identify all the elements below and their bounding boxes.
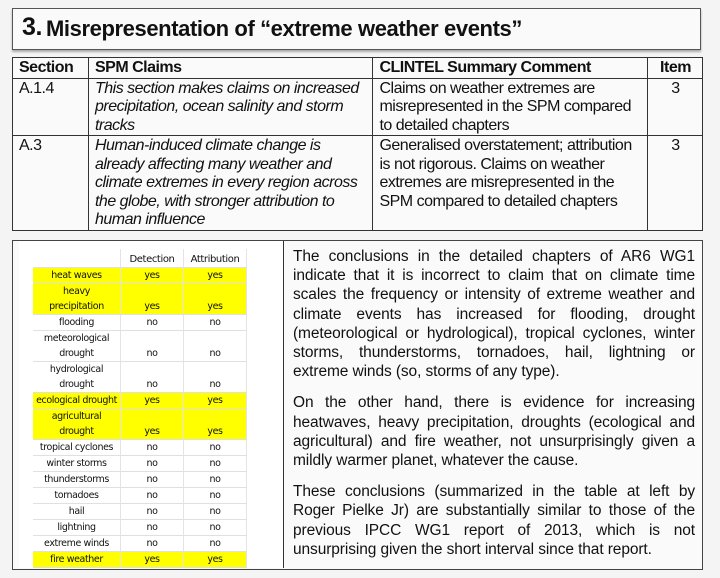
attribution-value: no (183, 503, 247, 520)
event-row: heat waves yes yes (33, 267, 247, 284)
event-name: meteorological drought (33, 330, 121, 362)
event-name: fire weather (33, 551, 121, 568)
attribution-value: no (183, 455, 247, 472)
event-name: heat waves (33, 267, 121, 284)
attribution-value: no (183, 439, 247, 456)
event-name: winter storms (33, 455, 121, 472)
event-name: lightning (33, 519, 121, 536)
attribution-value: yes (183, 392, 247, 409)
detection-value: yes (120, 408, 184, 440)
event-row: ecological drought yes yes (33, 392, 247, 409)
attribution-value: yes (183, 283, 247, 315)
event-row: winter storms no no (33, 455, 247, 472)
row-comment: Generalised overstatement; attribution i… (372, 135, 649, 231)
event-table-header: Detection Attribution (33, 249, 247, 268)
event-row: heavy precipitation yes yes (33, 283, 247, 315)
header-attribution: Attribution (183, 249, 247, 268)
detection-value: no (120, 455, 184, 472)
row-section: A.3 (12, 135, 89, 231)
row-item: 3 (647, 135, 703, 231)
detection-value: yes (120, 267, 184, 284)
attribution-value: no (183, 519, 247, 536)
attribution-value: yes (183, 551, 247, 568)
header-item: Item (647, 57, 703, 79)
event-row: agricultural drought yes yes (33, 408, 247, 440)
event-name: heavy precipitation (33, 283, 121, 315)
detection-value: no (120, 503, 184, 520)
table-row: A.1.4 This section makes claims on incre… (12, 77, 703, 136)
event-row: fire weather yes yes (33, 551, 247, 568)
event-row: extreme winds no no (33, 535, 247, 552)
row-comment: Claims on weather extremes are misrepres… (372, 77, 649, 136)
detection-value: no (120, 535, 184, 552)
attribution-value: no (183, 535, 247, 552)
header-blank (33, 249, 121, 268)
event-row: hail no no (33, 503, 247, 520)
event-row: lightning no no (33, 519, 247, 536)
row-section: A.1.4 (12, 77, 89, 136)
detection-value: no (120, 314, 184, 331)
event-row: meteorological drought no no (33, 330, 247, 362)
attribution-value: yes (183, 267, 247, 284)
event-name: tropical cyclones (33, 439, 121, 456)
event-name: thunderstorms (33, 471, 121, 488)
event-name: tornadoes (33, 487, 121, 504)
event-row: hydrological drought no no (33, 361, 247, 393)
commentary-text: The conclusions in the detailed chapters… (293, 247, 695, 571)
detection-value: no (120, 487, 184, 504)
section-title-text: Misrepresentation of “extreme weather ev… (46, 16, 522, 41)
claims-table: Section SPM Claims CLINTEL Summary Comme… (12, 57, 703, 231)
event-name: extreme winds (33, 535, 121, 552)
detection-value: yes (120, 551, 184, 568)
attribution-value: yes (183, 408, 247, 440)
event-row: tornadoes no no (33, 487, 247, 504)
detection-value: no (120, 361, 184, 393)
detection-value: no (120, 519, 184, 536)
detection-value: yes (120, 392, 184, 409)
section-number: 3. (22, 13, 43, 41)
row-item: 3 (647, 77, 703, 136)
paragraph: On the other hand, there is evidence for… (293, 394, 695, 470)
detection-value: no (120, 330, 184, 362)
attribution-value: no (183, 361, 247, 393)
row-claim: Human-induced climate change is already … (87, 135, 374, 231)
event-row: thunderstorms no no (33, 471, 247, 488)
detection-value: no (120, 439, 184, 456)
detection-attribution-table-image: Detection Attribution heat waves yes yes he… (19, 241, 284, 568)
header-detection: Detection (120, 249, 184, 268)
event-name: agricultural drought (33, 408, 121, 440)
detection-attribution-table: Detection Attribution heat waves yes yes he… (33, 249, 247, 568)
event-row: tropical cyclones no no (33, 439, 247, 456)
row-claim: This section makes claims on increased p… (87, 77, 374, 136)
attribution-value: no (183, 314, 247, 331)
event-name: ecological drought (33, 392, 121, 409)
table-row: A.3 Human-induced climate change is alre… (12, 135, 703, 231)
paragraph: The conclusions in the detailed chapters… (293, 248, 695, 381)
evidence-panel: Detection Attribution heat waves yes yes he… (12, 240, 703, 570)
event-name: hail (33, 503, 121, 520)
header-spm-claims: SPM Claims (87, 57, 374, 79)
attribution-value: no (183, 330, 247, 362)
section-title: 3. Misrepresentation of “extreme weather… (12, 8, 701, 50)
claims-table-header: Section SPM Claims CLINTEL Summary Comme… (12, 57, 703, 79)
event-name: hydrological drought (33, 361, 121, 393)
attribution-value: no (183, 487, 247, 504)
header-section: Section (12, 57, 89, 79)
paragraph: These conclusions (summarized in the tab… (293, 483, 695, 558)
header-clintel-comment: CLINTEL Summary Comment (372, 57, 649, 79)
attribution-value: no (183, 471, 247, 488)
detection-value: yes (120, 283, 184, 315)
event-name: flooding (33, 314, 121, 331)
event-row: flooding no no (33, 314, 247, 331)
detection-value: no (120, 471, 184, 488)
